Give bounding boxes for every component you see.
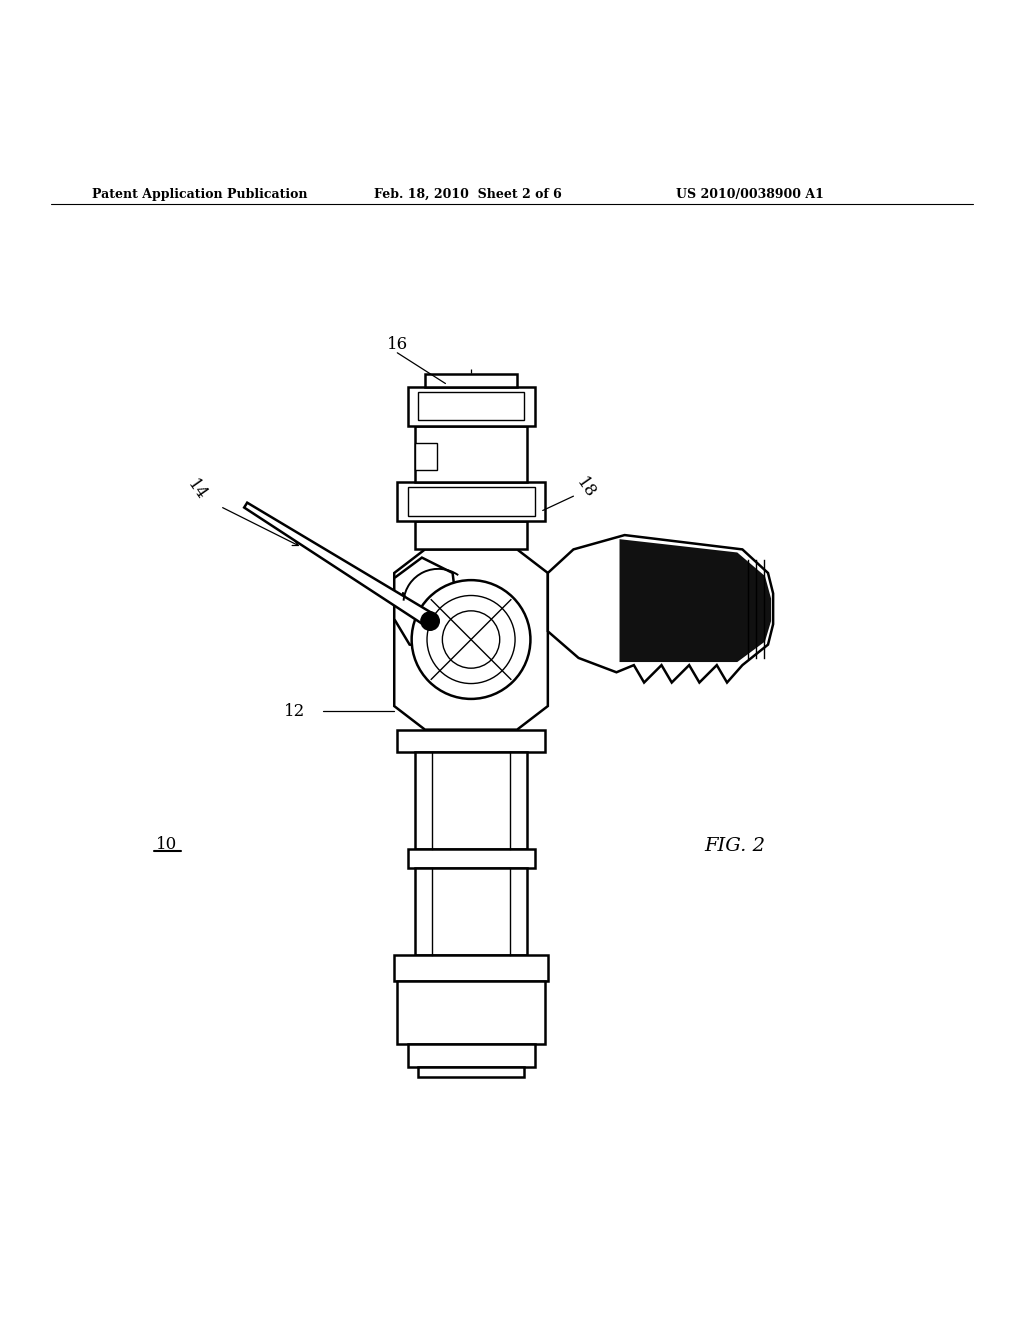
Bar — [394, 954, 548, 981]
Bar — [408, 487, 535, 516]
Text: Feb. 18, 2010  Sheet 2 of 6: Feb. 18, 2010 Sheet 2 of 6 — [374, 187, 561, 201]
Bar — [415, 520, 527, 549]
Text: 14: 14 — [183, 477, 210, 504]
Bar — [408, 850, 535, 867]
Polygon shape — [244, 503, 432, 626]
Text: US 2010/0038900 A1: US 2010/0038900 A1 — [676, 187, 823, 201]
Polygon shape — [620, 539, 771, 663]
Text: 12: 12 — [285, 702, 305, 719]
Text: 10: 10 — [157, 836, 177, 853]
Circle shape — [442, 611, 500, 668]
Text: 18: 18 — [572, 474, 599, 502]
Polygon shape — [394, 557, 459, 648]
Circle shape — [427, 595, 515, 684]
Bar — [397, 981, 545, 1044]
Bar — [418, 392, 524, 420]
Bar — [415, 867, 527, 954]
Bar — [408, 387, 535, 425]
Text: FIG. 2: FIG. 2 — [705, 837, 766, 855]
Bar — [397, 482, 545, 520]
Bar — [418, 1067, 524, 1077]
Bar — [415, 425, 527, 482]
Circle shape — [421, 612, 439, 631]
Circle shape — [412, 579, 530, 698]
Polygon shape — [548, 535, 773, 682]
Text: Patent Application Publication: Patent Application Publication — [92, 187, 307, 201]
Bar — [425, 375, 517, 387]
Bar — [415, 752, 527, 850]
Bar — [415, 444, 437, 470]
Polygon shape — [394, 549, 548, 730]
Text: 16: 16 — [387, 337, 408, 354]
Bar — [408, 1044, 535, 1067]
Bar — [397, 730, 545, 752]
